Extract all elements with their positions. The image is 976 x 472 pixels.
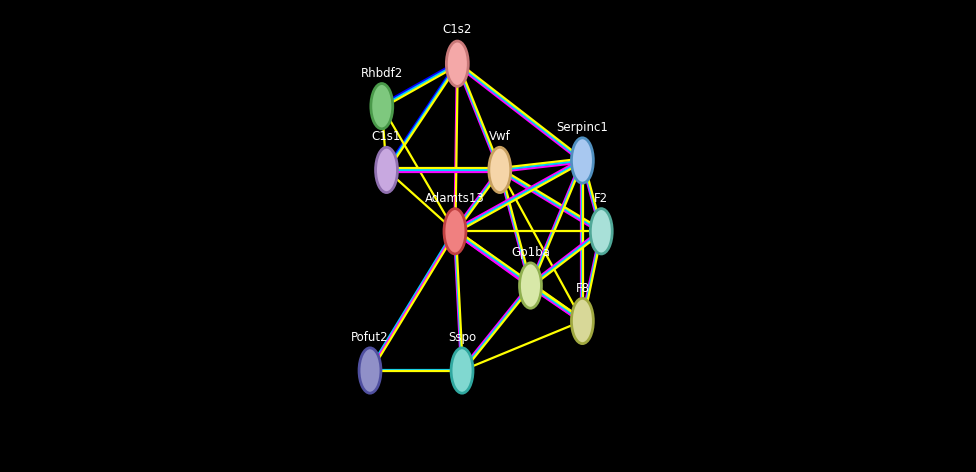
Text: Vwf: Vwf: [489, 130, 510, 143]
Text: Adamts13: Adamts13: [426, 192, 485, 205]
Ellipse shape: [444, 209, 466, 254]
Ellipse shape: [451, 348, 473, 393]
Ellipse shape: [446, 41, 468, 86]
Ellipse shape: [571, 138, 593, 183]
Ellipse shape: [489, 147, 510, 193]
Ellipse shape: [359, 348, 381, 393]
Text: C1s1: C1s1: [372, 130, 401, 143]
Ellipse shape: [376, 147, 397, 193]
Ellipse shape: [590, 209, 612, 254]
Ellipse shape: [371, 84, 392, 129]
Ellipse shape: [571, 298, 593, 344]
Text: Gp1ba: Gp1ba: [511, 246, 549, 259]
Text: C1s2: C1s2: [443, 23, 472, 36]
Text: Rhbdf2: Rhbdf2: [361, 67, 403, 80]
Text: F8: F8: [576, 281, 590, 295]
Text: F2: F2: [594, 192, 608, 205]
Text: Serpinc1: Serpinc1: [556, 121, 608, 134]
Text: Sspo: Sspo: [448, 331, 476, 344]
Text: Pofut2: Pofut2: [351, 331, 388, 344]
Ellipse shape: [519, 263, 542, 308]
